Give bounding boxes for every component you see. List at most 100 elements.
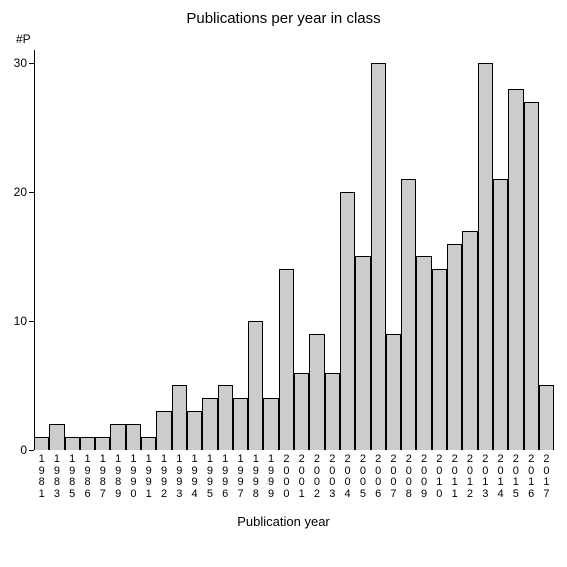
bar-slot <box>95 50 110 450</box>
bar-slot <box>126 50 141 450</box>
bar-slot <box>524 50 539 450</box>
bar <box>263 398 278 450</box>
bar-slot <box>493 50 508 450</box>
bar <box>218 385 233 450</box>
x-tick-label: 1 9 9 4 <box>192 454 198 500</box>
x-tick-label: 2 0 0 6 <box>375 454 381 500</box>
bar <box>126 424 141 450</box>
bar <box>401 179 416 450</box>
bar <box>386 334 401 450</box>
x-label-slot: 1 9 9 9 <box>263 454 278 500</box>
x-label-slot: 2 0 1 3 <box>478 454 493 500</box>
bar-slot <box>371 50 386 450</box>
x-label-slot: 2 0 0 6 <box>371 454 386 500</box>
chart-frame: Publications per year in class #P 1 9 8 … <box>0 0 567 567</box>
x-tick-label: 2 0 1 6 <box>528 454 534 500</box>
x-tick-label: 1 9 8 6 <box>84 454 90 500</box>
x-tick-label: 1 9 8 3 <box>54 454 60 500</box>
y-tick-label: 0 <box>20 443 27 457</box>
bar <box>416 256 431 450</box>
x-label-slot: 1 9 9 5 <box>202 454 217 500</box>
x-label-slot: 2 0 1 1 <box>447 454 462 500</box>
bar <box>432 269 447 450</box>
x-label-slot: 1 9 8 5 <box>65 454 80 500</box>
bar <box>95 437 110 450</box>
x-label-slot: 2 0 0 3 <box>325 454 340 500</box>
bar <box>80 437 95 450</box>
x-label-slot: 1 9 9 6 <box>218 454 233 500</box>
bar-slot <box>263 50 278 450</box>
x-tick-label: 2 0 1 2 <box>467 454 473 500</box>
x-tick-label: 1 9 8 5 <box>69 454 75 500</box>
chart-title: Publications per year in class <box>0 10 567 27</box>
bar-slot <box>432 50 447 450</box>
bar <box>248 321 263 450</box>
bar-slot <box>478 50 493 450</box>
x-label-slot: 2 0 1 2 <box>462 454 477 500</box>
x-tick-label: 2 0 0 2 <box>314 454 320 500</box>
x-tick-label: 2 0 0 8 <box>406 454 412 500</box>
bar <box>156 411 171 450</box>
bar <box>110 424 125 450</box>
y-tick <box>29 450 34 451</box>
bar <box>508 89 523 450</box>
x-tick-label: 2 0 0 4 <box>345 454 351 500</box>
x-tick-label: 2 0 0 1 <box>299 454 305 500</box>
x-tick-label: 2 0 1 7 <box>543 454 549 500</box>
x-tick-label: 2 0 0 5 <box>360 454 366 500</box>
x-tick-label: 1 9 9 1 <box>146 454 152 500</box>
y-axis-title: #P <box>16 32 31 46</box>
x-tick-label: 1 9 8 7 <box>100 454 106 500</box>
bar-slot <box>462 50 477 450</box>
x-label-slot: 1 9 8 9 <box>110 454 125 500</box>
bar <box>202 398 217 450</box>
x-label-slot: 1 9 9 0 <box>126 454 141 500</box>
x-tick-label: 1 9 9 5 <box>207 454 213 500</box>
bar <box>340 192 355 450</box>
bar <box>355 256 370 450</box>
x-tick-label: 2 0 1 3 <box>482 454 488 500</box>
x-tick-label: 1 9 9 8 <box>253 454 259 500</box>
bar <box>65 437 80 450</box>
x-label-slot: 1 9 9 7 <box>233 454 248 500</box>
x-label-slot: 2 0 1 5 <box>508 454 523 500</box>
x-label-slot: 2 0 0 7 <box>386 454 401 500</box>
bar-slot <box>233 50 248 450</box>
x-tick-label: 1 9 9 9 <box>268 454 274 500</box>
x-tick-label: 1 9 9 6 <box>222 454 228 500</box>
y-tick <box>29 63 34 64</box>
bar <box>462 231 477 450</box>
x-label-slot: 2 0 1 7 <box>539 454 554 500</box>
x-tick-label: 2 0 0 3 <box>329 454 335 500</box>
bar-slot <box>34 50 49 450</box>
x-label-slot: 2 0 0 9 <box>416 454 431 500</box>
bar-slot <box>294 50 309 450</box>
x-tick-label: 2 0 1 5 <box>513 454 519 500</box>
bar-slot <box>110 50 125 450</box>
x-label-slot: 2 0 0 5 <box>355 454 370 500</box>
x-label-slot: 1 9 9 2 <box>156 454 171 500</box>
x-label-slot: 2 0 0 2 <box>309 454 324 500</box>
x-label-slot: 1 9 8 6 <box>80 454 95 500</box>
bar-slot <box>539 50 554 450</box>
bar <box>233 398 248 450</box>
bar-slot <box>202 50 217 450</box>
x-tick-label: 2 0 1 0 <box>436 454 442 500</box>
bar-slot <box>386 50 401 450</box>
bar <box>325 373 340 450</box>
x-tick-label: 2 0 0 9 <box>421 454 427 500</box>
x-tick-label: 2 0 0 7 <box>390 454 396 500</box>
x-tick-label: 2 0 1 4 <box>497 454 503 500</box>
bar <box>279 269 294 450</box>
bar <box>309 334 324 450</box>
y-tick <box>29 192 34 193</box>
bar-slot <box>187 50 202 450</box>
y-tick <box>29 321 34 322</box>
x-tick-label: 1 9 8 9 <box>115 454 121 500</box>
bar <box>141 437 156 450</box>
x-label-slot: 2 0 0 8 <box>401 454 416 500</box>
x-tick-label: 1 9 8 1 <box>39 454 45 500</box>
bar <box>172 385 187 450</box>
x-label-slot: 1 9 8 7 <box>95 454 110 500</box>
bar <box>187 411 202 450</box>
